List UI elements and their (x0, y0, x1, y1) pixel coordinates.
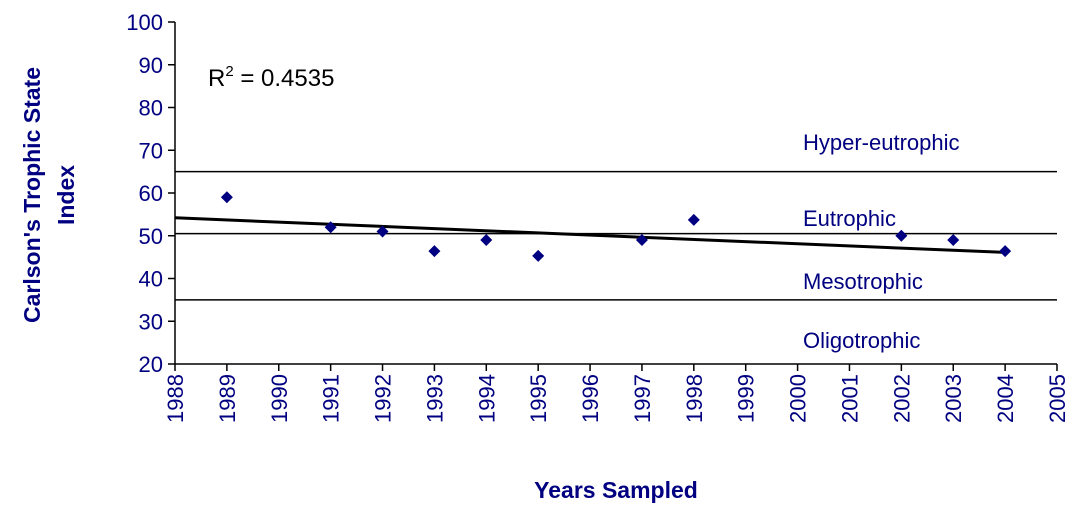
x-tick-label: 1989 (215, 374, 240, 423)
y-tick-label: 90 (139, 53, 163, 78)
x-tick-label: 1992 (371, 374, 396, 423)
y-tick-label: 80 (139, 96, 163, 121)
point (480, 234, 493, 247)
x-tick-label: 1995 (526, 374, 551, 423)
x-tick-label: 1993 (422, 374, 447, 423)
point (220, 191, 233, 204)
r2-rest: = 0.4535 (234, 65, 335, 92)
point (376, 225, 389, 238)
point (324, 221, 337, 234)
x-tick-label: 1988 (163, 374, 188, 423)
x-tick-label: 1996 (578, 374, 603, 423)
zone-label: Eutrophic (803, 206, 896, 231)
x-tick-label: 2005 (1045, 374, 1070, 423)
r2-label: R2 = 0.4535 (208, 63, 334, 92)
point (999, 245, 1012, 258)
zone-label: Mesotrophic (803, 269, 923, 294)
x-tick-label: 1998 (682, 374, 707, 423)
point (428, 245, 441, 258)
point (895, 229, 908, 242)
x-tick-label: 1994 (474, 374, 499, 423)
x-tick-label: 2001 (837, 374, 862, 423)
point (947, 234, 960, 247)
y-tick-label: 30 (139, 309, 163, 334)
y-axis-label: Carlson's Trophic State (19, 67, 45, 323)
y-tick-label: 40 (139, 267, 163, 292)
point (635, 234, 648, 247)
point (532, 249, 545, 262)
zone-label: Hyper-eutrophic (803, 130, 960, 155)
y-tick-label: 20 (139, 352, 163, 377)
x-tick-label: 2002 (889, 374, 914, 423)
zone-label: Oligotrophic (803, 328, 920, 353)
x-tick-label: 2000 (786, 374, 811, 423)
x-tick-label: 1991 (319, 374, 344, 423)
y-tick-label: 100 (126, 10, 163, 35)
x-tick-label: 1990 (267, 374, 292, 423)
y-tick-label: 50 (139, 224, 163, 249)
y-tick-label: 60 (139, 181, 163, 206)
x-tick-label: 2004 (993, 374, 1018, 423)
y-tick-label: 70 (139, 138, 163, 163)
x-axis-label: Years Sampled (534, 477, 698, 503)
y-axis-label: Index (53, 165, 79, 225)
r2-base: R (208, 65, 225, 92)
point (687, 213, 700, 226)
x-tick-label: 1997 (630, 374, 655, 423)
trendline (174, 216, 1006, 254)
r2-sup: 2 (225, 63, 233, 80)
x-tick-label: 1999 (734, 374, 759, 423)
x-tick-label: 2003 (941, 374, 966, 423)
